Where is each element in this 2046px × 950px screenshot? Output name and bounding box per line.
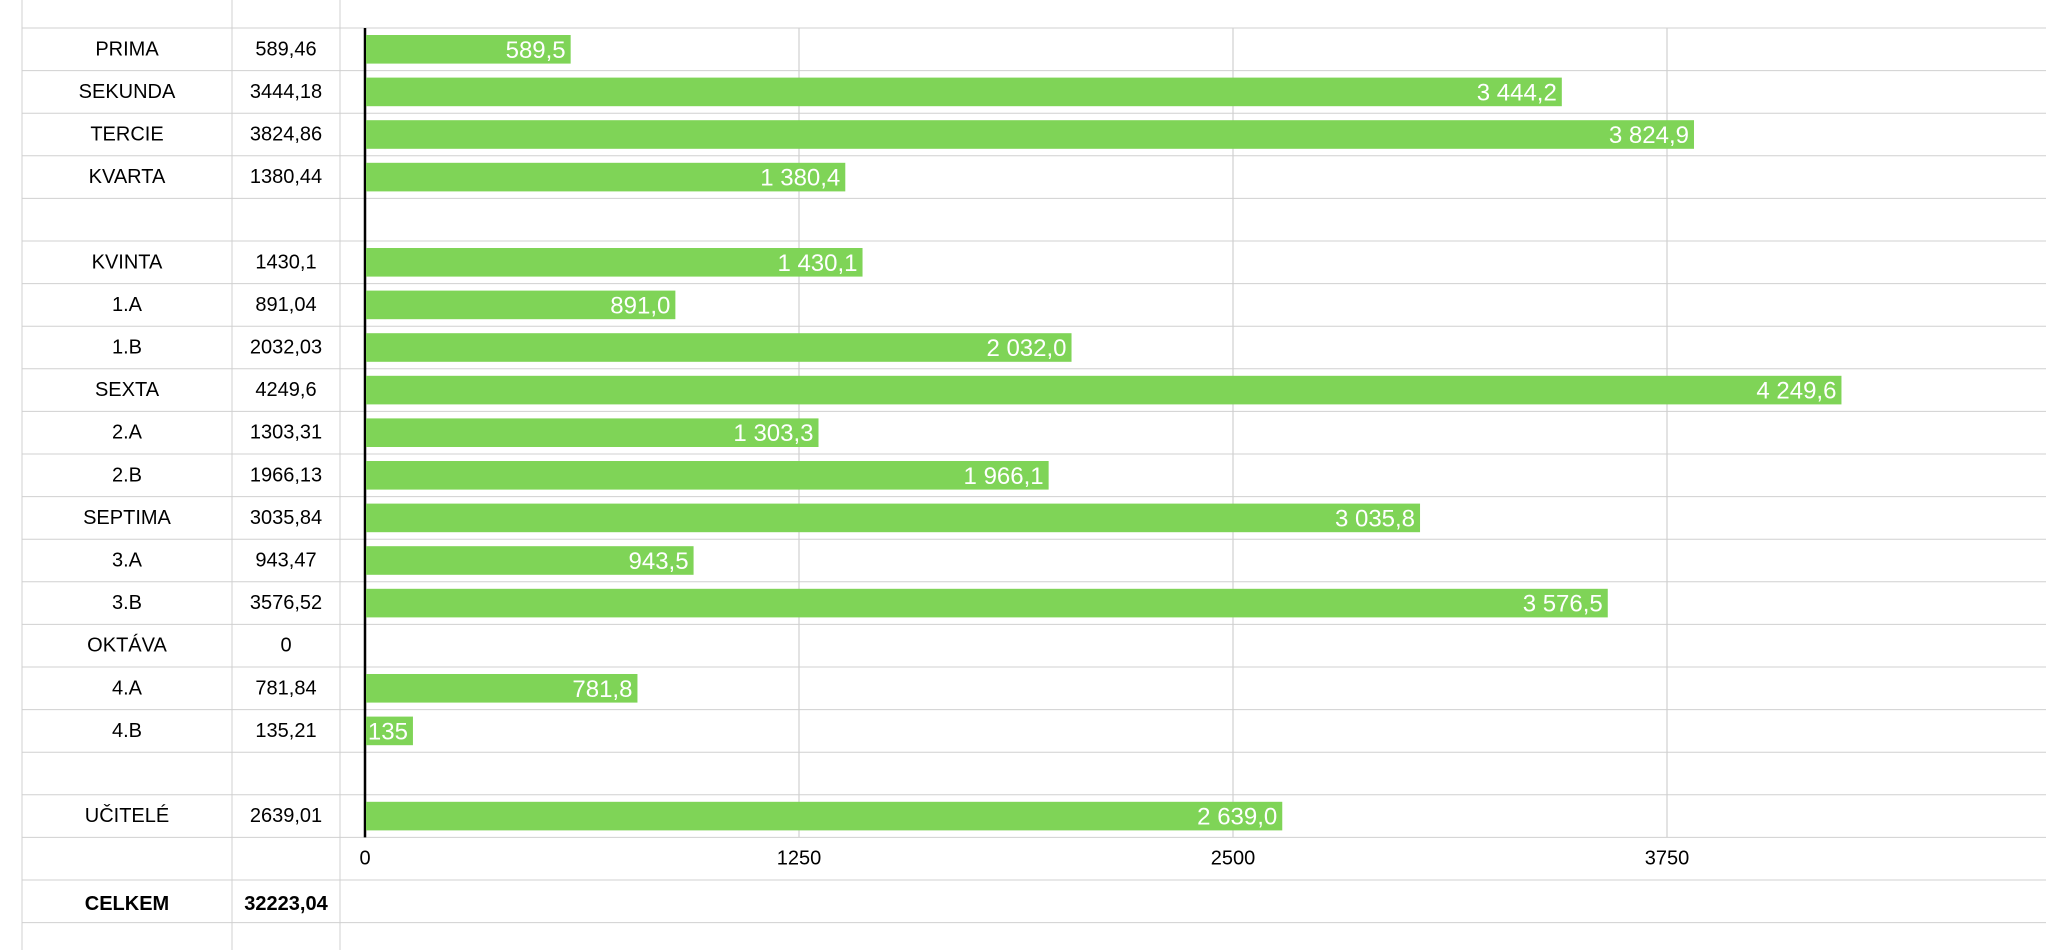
value-cell: 0 [280,635,291,657]
bar [366,546,694,575]
value-cell: 3824,86 [250,124,322,146]
bar [366,290,676,320]
bar-value-label: 3 444,2 [1477,79,1557,106]
bar-value-label: 781,8 [572,676,632,703]
total-label: CELKEM [85,893,169,915]
value-cell: 4249,6 [255,379,316,401]
total-row: CELKEM 32223,04 [85,893,329,915]
bar-value-label: 589,5 [506,37,566,64]
value-cell: 1430,1 [255,251,316,273]
data-table: PRIMA 589,46 SEKUNDA 3444,18 TERCIE 3824,86 KV… [79,38,323,827]
value-cell: 3576,52 [250,592,322,614]
category-label: SEPTIMA [83,507,171,529]
category-label: OKTÁVA [87,634,167,657]
value-cell: 1303,31 [250,422,322,444]
category-label: 3.A [112,550,143,572]
bar [366,333,1072,362]
value-cell: 943,47 [255,550,316,572]
bar-value-label: 4 249,6 [1756,378,1836,405]
value-cell: 1966,13 [250,464,322,486]
value-cell: 2032,03 [250,337,322,359]
value-cell: 1380,44 [250,166,322,188]
category-label: SEKUNDA [79,81,176,103]
x-axis-ticks: 0 1250 2500 3750 [359,848,1689,870]
bar-value-label: 3 824,9 [1609,122,1689,149]
category-label: SEXTA [95,379,160,401]
category-label: 2.A [112,422,143,444]
bar-value-label: 1 430,1 [777,250,857,277]
category-label: 4.B [112,720,142,742]
bar-value-label: 2 639,0 [1197,804,1277,831]
category-label: PRIMA [95,38,159,60]
bar [366,120,1694,149]
x-tick-label: 1250 [777,848,822,870]
value-cell: 2639,01 [250,805,322,827]
bar [366,503,1421,533]
bar-value-label: 891,0 [610,292,670,319]
x-tick-label: 2500 [1211,848,1256,870]
category-label: KVINTA [92,251,163,273]
bar-value-label: 135 [368,718,408,745]
bar [366,588,1608,618]
x-tick-label: 0 [359,848,370,870]
bar-value-label: 1 966,1 [964,463,1044,490]
category-label: 1.A [112,294,143,316]
bar-value-label: 3 035,8 [1335,505,1415,532]
bar [366,801,1283,831]
value-cell: 891,04 [255,294,316,316]
bar [366,461,1049,490]
value-cell: 3444,18 [250,81,322,103]
category-label: 1.B [112,337,142,359]
value-cell: 135,21 [255,720,316,742]
category-label: 4.A [112,677,143,699]
sheet-grid [21,0,2046,950]
category-label: 3.B [112,592,142,614]
category-label: KVARTA [89,166,166,188]
bar [366,375,1842,405]
bar [366,716,413,746]
bar [366,77,1562,107]
bar-value-label: 1 380,4 [760,165,840,192]
bar-value-label: 943,5 [629,548,689,575]
x-tick-label: 3750 [1645,848,1690,870]
bar [366,674,638,703]
total-value: 32223,04 [244,893,328,915]
category-label: UČITELÉ [85,804,169,827]
category-label: TERCIE [90,124,163,146]
bar [366,248,863,277]
bar [366,418,819,447]
value-cell: 589,46 [255,38,316,60]
value-cell: 781,84 [255,677,316,699]
bar [366,162,846,192]
category-label: 2.B [112,464,142,486]
bar [366,35,571,64]
bar-value-label: 2 032,0 [986,335,1066,362]
value-cell: 3035,84 [250,507,322,529]
bar-value-label: 3 576,5 [1523,591,1603,618]
bar-value-label: 1 303,3 [733,420,813,447]
bar-series: 589,5 3 444,2 3 824,9 1 380,4 1 430,1 891,0 2 … [366,35,1842,831]
